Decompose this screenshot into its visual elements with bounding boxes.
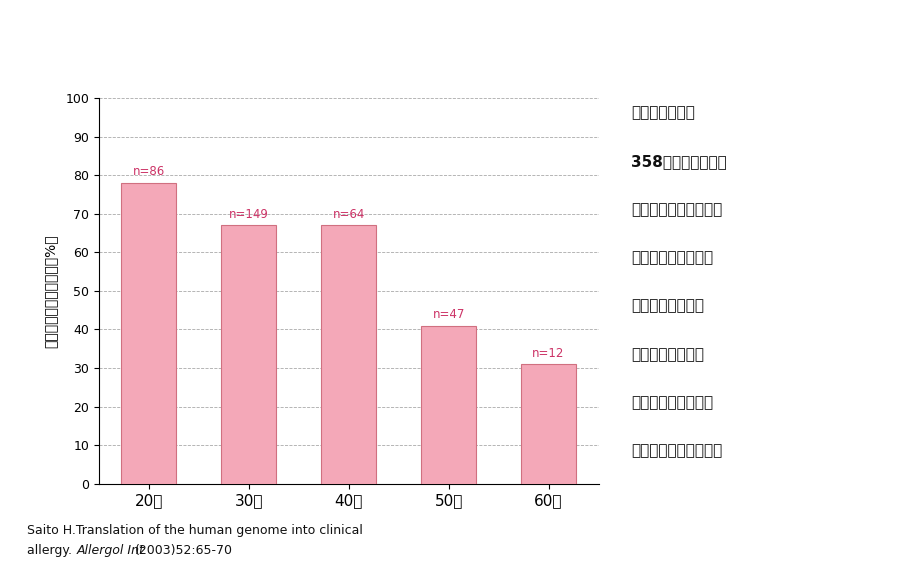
Text: ギー体質が増えてい: ギー体質が増えてい [631, 395, 713, 410]
Text: 東京都内で男女: 東京都内で男女 [631, 105, 695, 120]
Text: n=149: n=149 [229, 207, 269, 221]
Bar [421, 325, 476, 484]
Text: n=47: n=47 [433, 308, 464, 321]
Bar [321, 225, 376, 484]
Bar [122, 183, 176, 484]
Text: れた、ダニとスギ花粉: れた、ダニとスギ花粉 [631, 202, 722, 217]
Text: 反応の検査結果。: 反応の検査結果。 [631, 298, 704, 313]
Text: 年代別に見たアレルギーの陽性率: 年代別に見たアレルギーの陽性率 [325, 25, 575, 53]
Text: Allergol Int: Allergol Int [76, 544, 144, 558]
Y-axis label: プリックテスト陽性率（%）: プリックテスト陽性率（%） [43, 234, 57, 348]
Text: n=12: n=12 [533, 347, 564, 359]
Text: Saito H.Translation of the human genome into clinical: Saito H.Translation of the human genome … [27, 524, 363, 537]
Bar [521, 364, 576, 484]
Bar [221, 225, 276, 484]
Text: 若い世代にアレル: 若い世代にアレル [631, 347, 704, 362]
Text: (2003)52:65-70: (2003)52:65-70 [135, 544, 233, 558]
Text: n=64: n=64 [333, 207, 364, 221]
Text: n=86: n=86 [133, 165, 165, 178]
Text: allergy.: allergy. [27, 544, 76, 558]
Text: に対するアレルギー: に対するアレルギー [631, 251, 713, 266]
Text: ることが読み取れる。: ることが読み取れる。 [631, 444, 722, 458]
Text: 358人を対象に行わ: 358人を対象に行わ [631, 154, 726, 169]
